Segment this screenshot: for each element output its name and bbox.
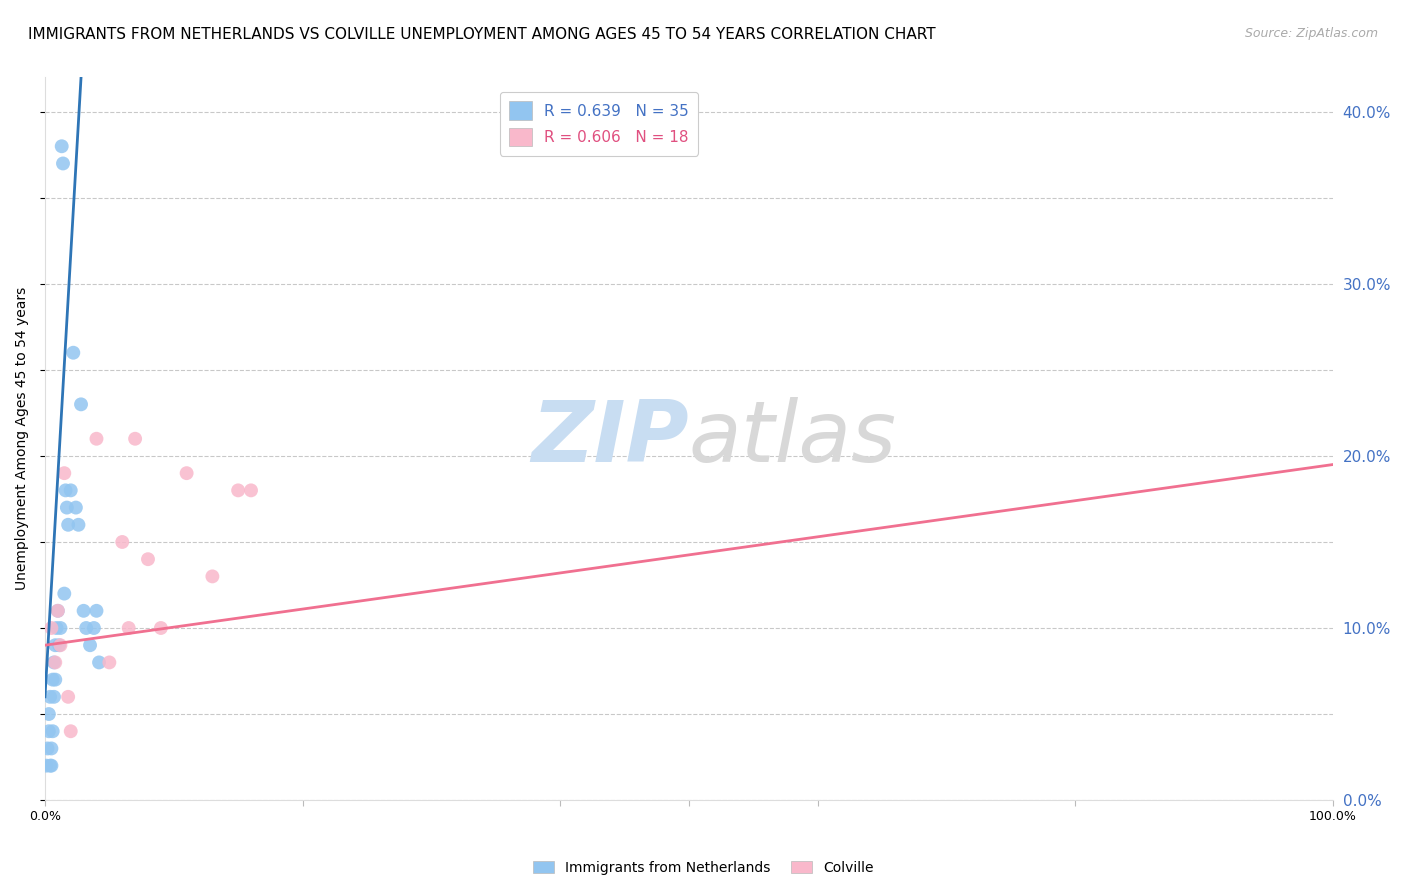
Y-axis label: Unemployment Among Ages 45 to 54 years: Unemployment Among Ages 45 to 54 years	[15, 287, 30, 591]
Point	[70, 397, 93, 411]
Point	[44, 673, 66, 687]
Legend: Immigrants from Netherlands, Colville: Immigrants from Netherlands, Colville	[527, 855, 879, 880]
Point	[39, 690, 62, 704]
Point	[149, 621, 172, 635]
Point	[176, 466, 198, 480]
Point	[41, 741, 63, 756]
Point	[240, 483, 263, 498]
Point	[38, 706, 60, 721]
Point	[53, 466, 76, 480]
Point	[62, 345, 84, 359]
Point	[201, 569, 224, 583]
Point	[79, 638, 101, 652]
Point	[45, 621, 67, 635]
Point	[72, 604, 94, 618]
Point	[41, 724, 63, 739]
Point	[46, 604, 69, 618]
Point	[37, 741, 59, 756]
Point	[42, 656, 65, 670]
Point	[44, 656, 66, 670]
Point	[44, 638, 66, 652]
Point	[49, 621, 72, 635]
Point	[111, 535, 134, 549]
Point	[35, 758, 58, 772]
Point	[52, 156, 75, 170]
Text: IMMIGRANTS FROM NETHERLANDS VS COLVILLE UNEMPLOYMENT AMONG AGES 45 TO 54 YEARS C: IMMIGRANTS FROM NETHERLANDS VS COLVILLE …	[28, 27, 936, 42]
Point	[67, 517, 90, 532]
Point	[41, 621, 63, 635]
Point	[49, 638, 72, 652]
Text: ZIP: ZIP	[531, 397, 689, 480]
Point	[136, 552, 159, 566]
Point	[98, 656, 121, 670]
Point	[226, 483, 249, 498]
Point	[55, 483, 77, 498]
Point	[118, 621, 141, 635]
Point	[41, 673, 63, 687]
Point	[59, 483, 82, 498]
Point	[83, 621, 105, 635]
Point	[38, 724, 60, 739]
Legend: R = 0.639   N = 35, R = 0.606   N = 18: R = 0.639 N = 35, R = 0.606 N = 18	[499, 92, 697, 155]
Point	[42, 690, 65, 704]
Point	[124, 432, 146, 446]
Point	[65, 500, 87, 515]
Point	[59, 724, 82, 739]
Point	[56, 517, 79, 532]
Point	[86, 432, 108, 446]
Text: atlas: atlas	[689, 397, 897, 480]
Point	[53, 586, 76, 600]
Point	[87, 656, 110, 670]
Point	[48, 638, 70, 652]
Point	[56, 500, 79, 515]
Point	[46, 604, 69, 618]
Point	[41, 758, 63, 772]
Point	[75, 621, 97, 635]
Point	[51, 139, 73, 153]
Text: Source: ZipAtlas.com: Source: ZipAtlas.com	[1244, 27, 1378, 40]
Point	[39, 758, 62, 772]
Point	[86, 604, 108, 618]
Point	[56, 690, 79, 704]
